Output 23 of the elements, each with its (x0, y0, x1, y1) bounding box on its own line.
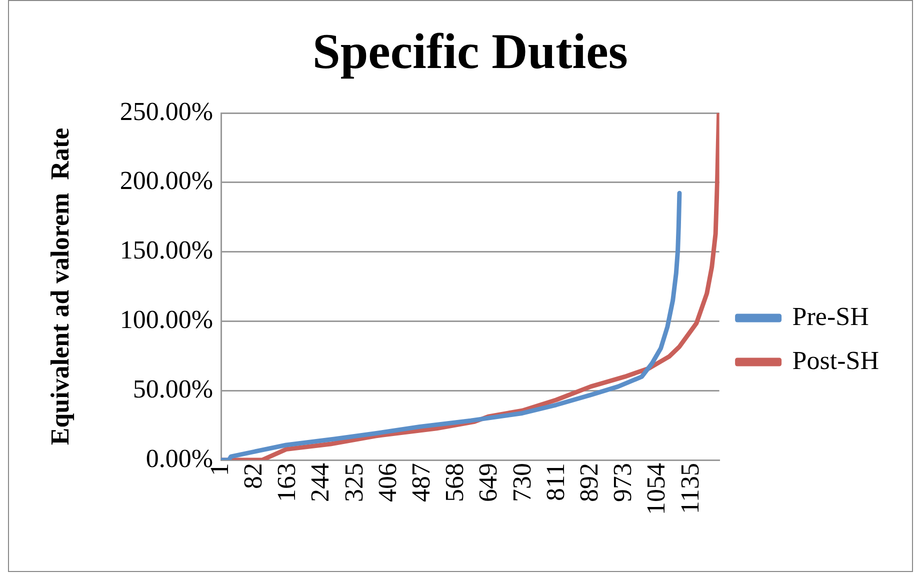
x-tick-label: 244 (306, 463, 335, 502)
chart-title: Specific Duties (312, 22, 628, 79)
x-tick-label: 487 (406, 463, 436, 502)
x-tick-label: 1054 (642, 463, 671, 515)
y-tick-label: 50.00% (132, 374, 213, 404)
x-tick-label: 406 (372, 463, 402, 502)
x-tick-label: 649 (474, 463, 503, 502)
x-tick-label: 892 (574, 463, 604, 502)
x-tick-label: 811 (540, 463, 570, 502)
legend-label: Post-SH (792, 346, 880, 375)
x-tick-label: 973 (608, 463, 638, 502)
y-tick-label: 150.00% (120, 236, 213, 265)
x-tick-label: 730 (507, 463, 536, 502)
y-tick-label: 100.00% (120, 305, 213, 334)
x-tick-label: 325 (339, 463, 368, 502)
x-tick-label: 1135 (675, 463, 704, 514)
y-axis-title: Equivalent ad valorem Rate (46, 128, 75, 446)
y-tick-label: 200.00% (120, 166, 213, 196)
x-tick-label: 82 (238, 463, 268, 489)
x-tick-label: 568 (440, 463, 470, 502)
y-tick-label: 250.00% (120, 96, 213, 126)
legend-label: Pre-SH (792, 302, 870, 331)
x-tick-label: 163 (272, 463, 302, 502)
